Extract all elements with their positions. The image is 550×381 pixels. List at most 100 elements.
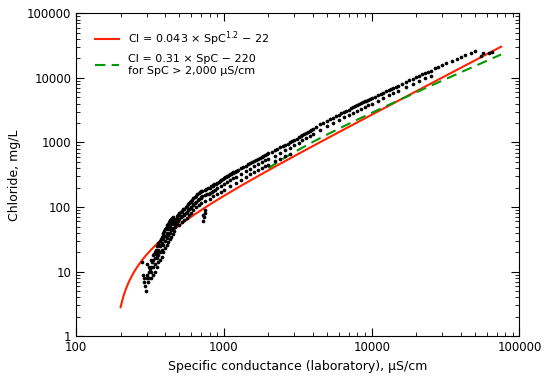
Point	[182, 208, 191, 215]
Point	[223, 179, 232, 185]
Point	[162, 230, 171, 236]
Point	[261, 157, 270, 163]
Point	[178, 213, 186, 219]
Point	[254, 156, 262, 162]
Point	[196, 195, 205, 201]
Point	[261, 152, 270, 158]
Point	[169, 221, 178, 227]
Point	[204, 185, 212, 191]
Point	[421, 75, 430, 82]
Point	[205, 190, 214, 196]
Point	[296, 133, 305, 139]
Point	[236, 171, 245, 177]
Point	[234, 166, 243, 173]
Point	[152, 264, 161, 270]
Point	[205, 196, 214, 202]
Point	[142, 275, 151, 281]
Point	[174, 212, 183, 218]
Point	[208, 182, 217, 189]
Point	[154, 252, 163, 258]
Point	[254, 167, 262, 173]
Point	[158, 231, 167, 237]
Point	[477, 53, 486, 59]
Point	[196, 189, 205, 195]
Point	[264, 162, 273, 168]
Point	[264, 150, 273, 156]
Point	[479, 50, 488, 56]
Point	[170, 219, 179, 226]
Point	[201, 192, 210, 199]
Point	[433, 64, 442, 70]
Point	[409, 81, 417, 87]
Point	[362, 98, 371, 104]
Point	[340, 109, 349, 115]
Point	[196, 200, 205, 206]
Point	[153, 252, 162, 258]
Point	[216, 189, 225, 195]
Point	[185, 200, 194, 206]
Point	[402, 79, 410, 85]
Point	[186, 210, 195, 216]
Point	[213, 179, 222, 186]
Point	[139, 272, 148, 278]
Point	[250, 158, 258, 164]
Point	[162, 242, 171, 248]
Point	[167, 221, 175, 227]
Point	[194, 197, 202, 203]
Point	[471, 48, 480, 54]
Point	[257, 154, 266, 160]
Point	[307, 126, 316, 133]
Point	[162, 235, 171, 241]
Point	[174, 218, 183, 224]
Point	[298, 132, 307, 138]
Point	[379, 95, 388, 101]
Point	[418, 71, 427, 77]
Point	[166, 224, 174, 230]
Point	[367, 101, 376, 107]
Point	[270, 147, 279, 153]
Point	[426, 67, 435, 74]
Point	[357, 100, 366, 106]
Point	[196, 194, 205, 200]
Point	[241, 162, 250, 168]
Point	[150, 261, 159, 267]
Point	[402, 84, 410, 90]
Point	[182, 203, 191, 209]
Point	[175, 223, 184, 229]
Point	[177, 214, 186, 220]
Point	[209, 194, 218, 200]
Point	[181, 204, 190, 210]
Point	[161, 245, 169, 251]
Point	[186, 198, 195, 204]
Point	[141, 288, 150, 294]
Point	[316, 127, 325, 133]
Point	[466, 50, 475, 56]
Point	[210, 181, 219, 187]
Point	[205, 184, 214, 190]
Point	[148, 272, 157, 278]
Point	[180, 211, 189, 217]
Point	[156, 257, 164, 263]
Point	[185, 206, 194, 212]
Point	[168, 215, 177, 221]
Point	[250, 163, 258, 169]
Point	[334, 117, 343, 123]
Point	[182, 215, 191, 221]
Point	[273, 146, 282, 152]
Point	[342, 108, 350, 114]
Point	[166, 218, 175, 224]
Point	[179, 207, 188, 213]
Point	[431, 66, 440, 72]
Point	[157, 234, 166, 240]
Point	[217, 177, 226, 183]
Point	[152, 255, 161, 261]
Point	[359, 99, 367, 106]
Point	[245, 171, 254, 178]
Point	[252, 157, 261, 163]
Point	[159, 242, 168, 248]
Point	[216, 178, 224, 184]
Point	[168, 225, 177, 231]
Point	[146, 264, 155, 270]
Point	[219, 186, 228, 192]
Point	[216, 183, 225, 189]
